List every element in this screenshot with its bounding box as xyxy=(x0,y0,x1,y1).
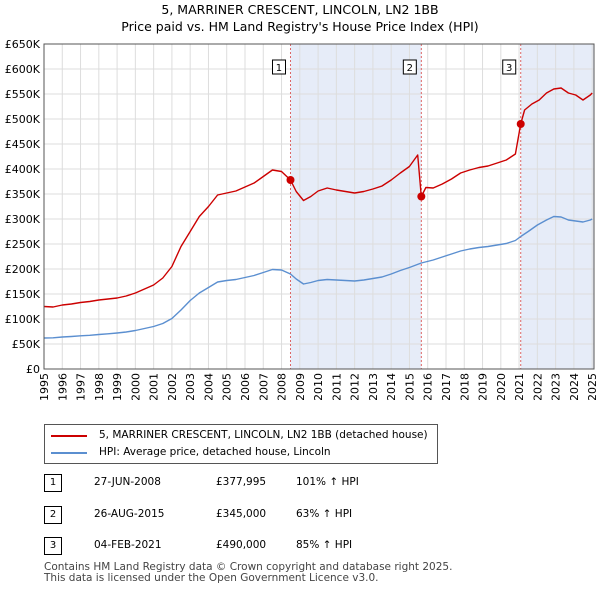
x-tick-label: 1996 xyxy=(56,373,69,400)
legend-swatch-red xyxy=(51,435,87,437)
x-tick-label: 2004 xyxy=(202,373,215,400)
x-tick-label: 2015 xyxy=(403,373,416,400)
y-tick-label: £200K xyxy=(5,263,41,276)
sale-number-badge: 3 xyxy=(44,537,62,555)
legend-swatch-blue xyxy=(51,452,87,454)
y-tick-label: £600K xyxy=(5,63,41,76)
sale-point xyxy=(516,120,525,128)
x-tick-label: 1995 xyxy=(38,373,51,400)
sale-label-box xyxy=(502,59,517,75)
sale-hpi-change: 63% ↑ HPI xyxy=(296,508,353,520)
sale-number-badge: 2 xyxy=(44,506,62,524)
sale-price: £345,000 xyxy=(216,508,267,520)
sale-label-number: 1 xyxy=(276,63,282,74)
x-tick-label: 2025 xyxy=(586,373,599,400)
x-tick-label: 2022 xyxy=(531,373,544,400)
footer-copyright: Contains HM Land Registry data © Crown c… xyxy=(44,561,453,573)
x-tick-label: 2017 xyxy=(440,373,453,400)
y-tick-label: £550K xyxy=(5,88,41,101)
sale-point xyxy=(417,192,426,201)
sale-price: £377,995 xyxy=(216,476,267,488)
ownership-period-shade xyxy=(520,44,594,369)
x-tick-label: 2008 xyxy=(276,373,289,400)
x-tick-label: 1999 xyxy=(111,373,124,400)
y-tick-label: £500K xyxy=(5,113,41,126)
x-tick-label: 2002 xyxy=(166,373,179,400)
sale-hpi-change: 101% ↑ HPI xyxy=(296,476,359,488)
y-tick-label: £100K xyxy=(5,313,41,326)
x-tick-label: 1998 xyxy=(93,373,106,400)
x-tick-label: 2012 xyxy=(349,373,362,400)
x-tick-label: 2007 xyxy=(257,373,270,400)
y-tick-label: £0 xyxy=(26,363,40,376)
y-tick-label: £400K xyxy=(5,163,41,176)
x-tick-label: 2003 xyxy=(184,373,197,400)
sale-price: £490,000 xyxy=(216,539,267,551)
sale-point xyxy=(286,176,295,185)
sale-label-box xyxy=(402,59,417,75)
x-tick-label: 2011 xyxy=(330,373,343,400)
x-tick-label: 2005 xyxy=(221,373,234,400)
sale-label-box xyxy=(271,59,286,75)
x-tick-label: 2001 xyxy=(148,373,161,400)
y-tick-label: £50K xyxy=(12,338,41,351)
sale-date: 26-AUG-2015 xyxy=(94,508,165,520)
footer-licence: This data is licensed under the Open Gov… xyxy=(44,572,379,584)
x-tick-label: 2019 xyxy=(477,373,490,400)
legend-label-property: 5, MARRINER CRESCENT, LINCOLN, LN2 1BB (… xyxy=(99,429,428,441)
x-tick-label: 2023 xyxy=(550,373,563,400)
y-tick-label: £650K xyxy=(5,38,41,51)
chart-legend: 5, MARRINER CRESCENT, LINCOLN, LN2 1BB (… xyxy=(44,424,438,464)
sale-number-badge: 1 xyxy=(44,474,62,492)
sale-date: 27-JUN-2008 xyxy=(94,476,161,488)
sale-date: 04-FEB-2021 xyxy=(94,539,162,551)
y-tick-label: £350K xyxy=(5,188,41,201)
x-tick-label: 2024 xyxy=(568,373,581,400)
sale-label-number: 3 xyxy=(506,63,512,74)
y-tick-label: £300K xyxy=(5,213,41,226)
y-tick-label: £250K xyxy=(5,238,41,251)
sale-hpi-change: 85% ↑ HPI xyxy=(296,539,353,551)
x-tick-label: 2016 xyxy=(422,373,435,400)
x-tick-label: 2020 xyxy=(495,373,508,400)
x-tick-label: 2018 xyxy=(458,373,471,400)
x-tick-label: 2010 xyxy=(312,373,325,400)
price-chart: 1 2 3 £0 £50K £100K £150K £200K £250K £300K £350K… xyxy=(5,38,599,400)
plot-frame xyxy=(43,43,595,370)
x-tick-label: 2006 xyxy=(239,373,252,400)
chart-title-line1: 5, MARRINER CRESCENT, LINCOLN, LN2 1BB xyxy=(161,2,439,17)
chart-title-line2: Price paid vs. HM Land Registry's House … xyxy=(121,19,479,34)
ownership-period-shade xyxy=(290,44,422,369)
y-tick-label: £150K xyxy=(5,288,41,301)
sale-label-number: 2 xyxy=(407,63,413,74)
x-tick-label: 1997 xyxy=(75,373,88,400)
x-tick-label: 2021 xyxy=(513,373,526,400)
series-line-hpi xyxy=(43,215,593,339)
x-tick-label: 2009 xyxy=(294,373,307,400)
legend-label-hpi: HPI: Average price, detached house, Linc… xyxy=(99,446,331,458)
x-tick-label: 2014 xyxy=(385,373,398,400)
y-tick-label: £450K xyxy=(5,138,41,151)
x-tick-label: 2000 xyxy=(129,373,142,400)
x-tick-label: 2013 xyxy=(367,373,380,400)
